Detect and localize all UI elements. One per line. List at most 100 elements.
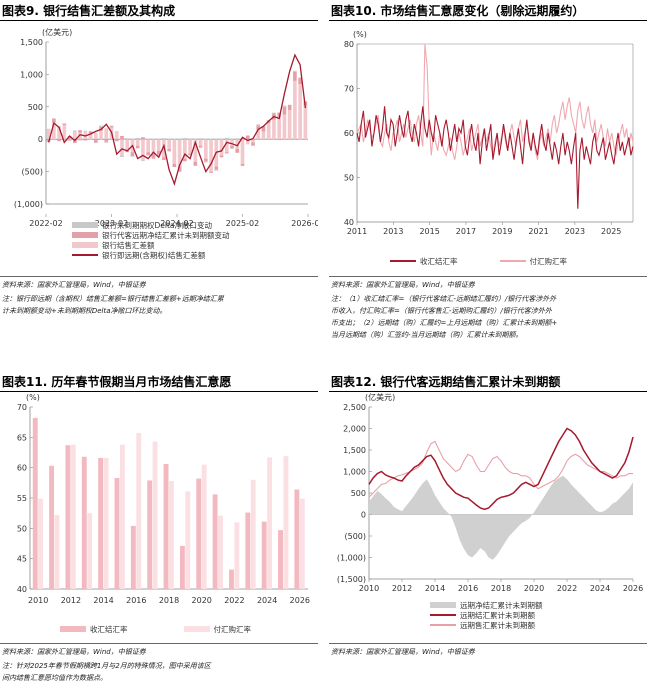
bar [119, 444, 125, 589]
series-line [368, 440, 633, 498]
bar [272, 119, 276, 140]
y-axis-unit: (亿美元) [42, 27, 72, 37]
y-tick-label: 80 [344, 40, 354, 49]
bar [93, 139, 98, 143]
legend-label: 付汇购汇率 [213, 624, 252, 634]
series-line [368, 427, 634, 511]
bar [293, 71, 297, 81]
y-tick-label: 70 [344, 85, 354, 94]
y-tick-label: 55 [17, 494, 27, 503]
bar [103, 457, 109, 589]
y-tick-label: 500 [28, 103, 43, 112]
bar [224, 139, 229, 153]
panel10-bottom-rule [329, 276, 647, 277]
bar [266, 123, 271, 140]
x-tick-label: 2025-02 [226, 219, 259, 228]
legend-label: 银行结售汇差额 [102, 240, 155, 250]
bar [245, 135, 250, 140]
bar [83, 130, 88, 132]
x-tick-label: 2017 [456, 227, 476, 236]
chart9-legend: 银行未到期期权Delta净敞口变动 银行代客远期净结汇累计未到期额变动 银行结售… [72, 220, 230, 260]
x-tick-label: 2018 [159, 596, 179, 605]
panel10-top-rule [329, 20, 647, 21]
bar [177, 139, 182, 167]
legend-swatch [72, 254, 98, 256]
bar [219, 139, 224, 156]
bar [88, 133, 93, 140]
bar [57, 139, 61, 142]
x-tick-label: 2022 [224, 596, 244, 605]
legend-swatch [390, 260, 416, 262]
bar [188, 139, 192, 154]
y-tick-label: 45 [17, 555, 27, 564]
legend-swatch [183, 626, 210, 632]
bar [234, 522, 240, 589]
legend-label: 银行未到期期权Delta净敞口变动 [102, 220, 213, 230]
legend-swatch [60, 626, 86, 632]
x-tick-label: 2014 [425, 584, 445, 593]
bar [67, 135, 72, 140]
bar [114, 477, 120, 589]
bar [163, 464, 169, 589]
legend-swatch [430, 602, 456, 608]
bar [256, 129, 261, 140]
bar [183, 158, 187, 162]
chart10: (%) 40 50 60 70 80 2011 2013 2015 2017 2019 2021 202… [344, 30, 634, 236]
bar [303, 100, 308, 102]
bar [298, 84, 302, 140]
panel10-title: 图表10. 市场结售汇意愿变化（剔除远期履约） [331, 4, 585, 18]
bar [283, 456, 289, 589]
x-tick-label: 2026 [290, 596, 310, 605]
bar [198, 145, 203, 148]
bar [146, 152, 151, 156]
bar [156, 154, 161, 157]
bar [261, 521, 267, 589]
bar [162, 157, 166, 160]
x-tick-label: 2012 [61, 596, 81, 605]
y-tick-label: (1,500) [337, 575, 366, 584]
chart11: (%) 40 45 50 55 60 65 70 2010 2012 2014 2016 2018 202… [17, 393, 310, 605]
panel10-note: 币支出；（2）远期结（购）汇履约=上月远期结（购）汇累计未到期额+ [331, 319, 558, 327]
bar [78, 130, 82, 133]
bar [141, 139, 145, 160]
x-tick-label: 2010 [28, 596, 48, 605]
bar [277, 139, 282, 141]
bar [203, 139, 208, 159]
bar [277, 116, 282, 140]
bar [303, 105, 308, 140]
bar [188, 153, 192, 155]
panel11-top-rule [0, 391, 318, 392]
y-tick-label: 500 [351, 489, 366, 498]
chart12: (亿美元) (1,500) (1,000) (500) 0 500 1,000 1,500 2,… [337, 393, 643, 593]
bar [230, 148, 234, 149]
legend-label: 远期净结汇累计未到期额 [460, 600, 543, 610]
legend-label: 远期结汇累计未到期额 [460, 610, 535, 620]
x-tick-label: 2020 [192, 596, 212, 605]
panel11-note: 注：针对2025年春节假期横跨1月与2月的特殊情况，图中采用该区 [2, 662, 211, 670]
bar [196, 478, 202, 589]
bar [52, 122, 56, 140]
bar [177, 166, 182, 171]
bar [109, 125, 114, 127]
bar [203, 161, 208, 163]
bar [130, 156, 135, 157]
legend-label: 远期售汇累计未到期额 [460, 620, 535, 630]
bar [120, 139, 124, 156]
bar [235, 138, 240, 140]
bar [52, 118, 56, 123]
bar [193, 161, 198, 166]
y-tick-label: 1,500 [343, 446, 366, 455]
legend-item: 付汇购汇率 [183, 624, 252, 634]
bar [136, 433, 142, 589]
legend-swatch [499, 260, 526, 262]
legend-swatch [72, 232, 98, 238]
bar [201, 464, 207, 589]
bar [98, 457, 104, 589]
x-tick-label: 2023-02 [95, 219, 128, 228]
x-tick-label: 2025 [601, 227, 621, 236]
x-tick-label: 2023 [565, 227, 585, 236]
y-tick-label: 65 [17, 433, 27, 442]
legend-label: 银行代客远期净结汇累计未到期额变动 [102, 230, 230, 240]
bar [209, 139, 213, 172]
bar [235, 139, 240, 149]
